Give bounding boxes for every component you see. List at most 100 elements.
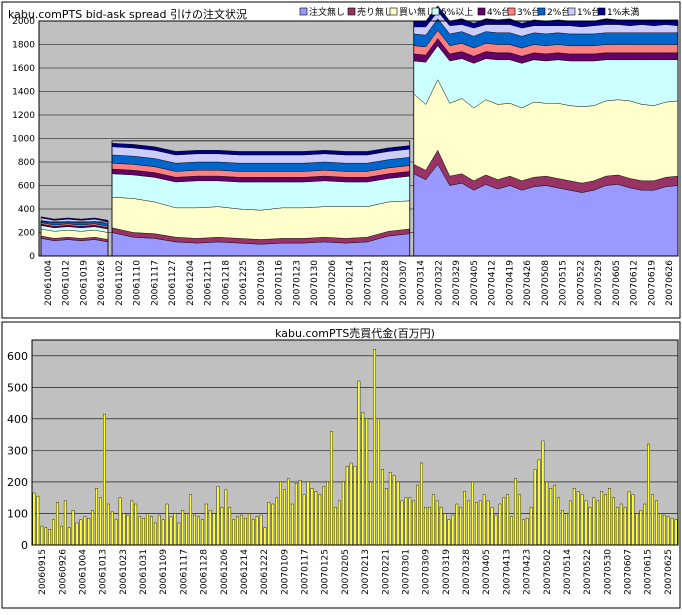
chart2-bar	[169, 516, 173, 546]
chart2-x-tick-label: 20070423	[523, 549, 533, 595]
chart1-x-tick-label: 20061012	[62, 260, 72, 306]
chart2-bar	[561, 510, 564, 546]
chart2-bar	[247, 513, 251, 546]
chart2-x-tick-label: 20070328	[462, 549, 472, 595]
chart2-bar	[518, 494, 521, 546]
chart2-y-tick-labels: 0 100 200 300 400 500 600	[7, 350, 28, 552]
chart2-bar	[279, 481, 282, 546]
chart1-y-tick-label: 1400	[12, 88, 35, 98]
chart2-bar	[322, 486, 326, 546]
chart2-x-tick-label: 20060915	[38, 549, 48, 595]
chart2-bar	[52, 519, 55, 546]
chart2-bar	[494, 514, 498, 546]
chart2-bar	[584, 500, 588, 546]
chart2-bar	[138, 516, 142, 546]
chart2-bar	[631, 494, 635, 546]
chart2-bar	[48, 529, 51, 546]
chart2-bar	[236, 516, 239, 546]
chart2-x-tick-label: 20070413	[502, 549, 512, 595]
chart2-bar	[506, 494, 510, 546]
chart1-legend-label: 3%台	[517, 6, 540, 18]
chart1-y-tick-label: 600	[18, 182, 35, 192]
chart2-x-tick-labels: 20060915 20060926 20061004 20061013 20061023…	[38, 549, 674, 595]
chart2-bar	[357, 380, 361, 546]
chart1-areas	[40, 5, 679, 257]
chart1-y-tick-label: 2000	[12, 17, 35, 27]
chart1-x-tick-label: 20070612	[630, 260, 640, 306]
chart2-bar	[306, 481, 310, 546]
chart1-segment	[40, 216, 109, 257]
chart2-x-tick-label: 20070117	[301, 549, 311, 595]
chart2-bar	[318, 494, 322, 546]
chart2-bar	[553, 484, 557, 546]
chart2-bar	[334, 506, 337, 546]
chart2-bar	[75, 522, 79, 546]
chart2-bar	[502, 497, 506, 546]
chart2-x-tick-label: 20070109	[280, 549, 290, 595]
chart2-bar	[549, 488, 553, 546]
chart2-x-tick-label: 20070319	[442, 549, 452, 595]
chart2-x-tick-label: 20070125	[321, 549, 331, 595]
chart1-legend-swatch	[597, 7, 606, 16]
chart1-x-tick-label: 20070522	[576, 260, 586, 306]
chart1-x-tick-label: 20061218	[221, 260, 231, 306]
chart1-legend-label: 1%未満	[607, 6, 639, 18]
chart1-x-tick-label: 20070515	[559, 260, 569, 306]
chart1-x-tick-label: 20070329	[452, 260, 462, 306]
chart2-x-tick-label: 20060926	[58, 549, 68, 595]
chart2-bar	[275, 497, 279, 546]
chart2-x-tick-label: 20070530	[603, 549, 613, 595]
chart1-x-tick-label: 20061204	[186, 260, 196, 306]
chart1-x-tick-label: 20070109	[257, 260, 267, 306]
chart2-x-tick-label: 20061013	[99, 549, 109, 595]
chart2-bar	[40, 525, 44, 546]
chart2-y-tick-label: 400	[7, 413, 28, 426]
chart2-bar	[439, 506, 443, 546]
chart1-x-tick-label: 20070405	[470, 260, 480, 306]
chart1-area-注文無し	[40, 238, 109, 257]
chart2-bar	[83, 516, 87, 546]
chart2-bar	[365, 418, 369, 546]
chart1-x-tick-label: 20061117	[150, 260, 160, 306]
chart2-bar	[525, 517, 529, 546]
chart1-x-tick-label: 20070307	[399, 260, 409, 306]
chart2-bar	[580, 494, 584, 546]
chart2-bar	[565, 513, 568, 546]
chart2-bar	[349, 462, 353, 546]
chart2-bar	[314, 491, 318, 546]
chart1-x-tick-label: 20061102	[115, 260, 125, 306]
chart1-legend-label: 5%以上	[441, 7, 473, 18]
chart2-bar	[474, 502, 478, 546]
chart2-bar	[615, 506, 619, 546]
chart2-x-tick-label: 20061031	[139, 549, 149, 595]
chart1-x-tick-label: 20061026	[97, 260, 107, 306]
chart1-legend-swatch	[537, 7, 546, 16]
chart2-bar	[377, 418, 380, 546]
chart2-x-tick-label: 20061117	[179, 549, 189, 595]
chart2-bar	[134, 503, 138, 546]
chart2-bar	[600, 491, 604, 546]
chart2-y-tick-label: 500	[7, 381, 28, 394]
chart2-bar	[63, 500, 67, 546]
chart1-area-1%未満	[413, 5, 679, 29]
chart2-bar	[71, 510, 75, 546]
chart2-x-tick-label: 20061222	[260, 549, 270, 595]
chart2-x-tick-label: 20070405	[482, 549, 492, 595]
chart2-bar	[478, 500, 482, 546]
chart2-bar	[87, 517, 91, 546]
chart2-bar	[435, 500, 439, 546]
chart2-bar	[392, 475, 396, 546]
chart2-bar	[228, 506, 232, 546]
chart2-bar	[91, 510, 95, 546]
chart2-bar	[455, 503, 459, 546]
chart1-legend-label: 1%台	[577, 6, 600, 18]
chart2-bar	[244, 517, 247, 546]
chart2-bar	[216, 486, 220, 546]
chart1-x-tick-label: 20070123	[292, 260, 302, 306]
chart1-legend-swatch	[431, 7, 440, 16]
chart2-bar	[655, 500, 658, 546]
chart2-bar	[259, 514, 263, 546]
chart1-legend-swatch	[567, 7, 576, 16]
chart2-bar	[384, 488, 388, 546]
chart2-x-tick-label: 20070221	[381, 549, 391, 595]
